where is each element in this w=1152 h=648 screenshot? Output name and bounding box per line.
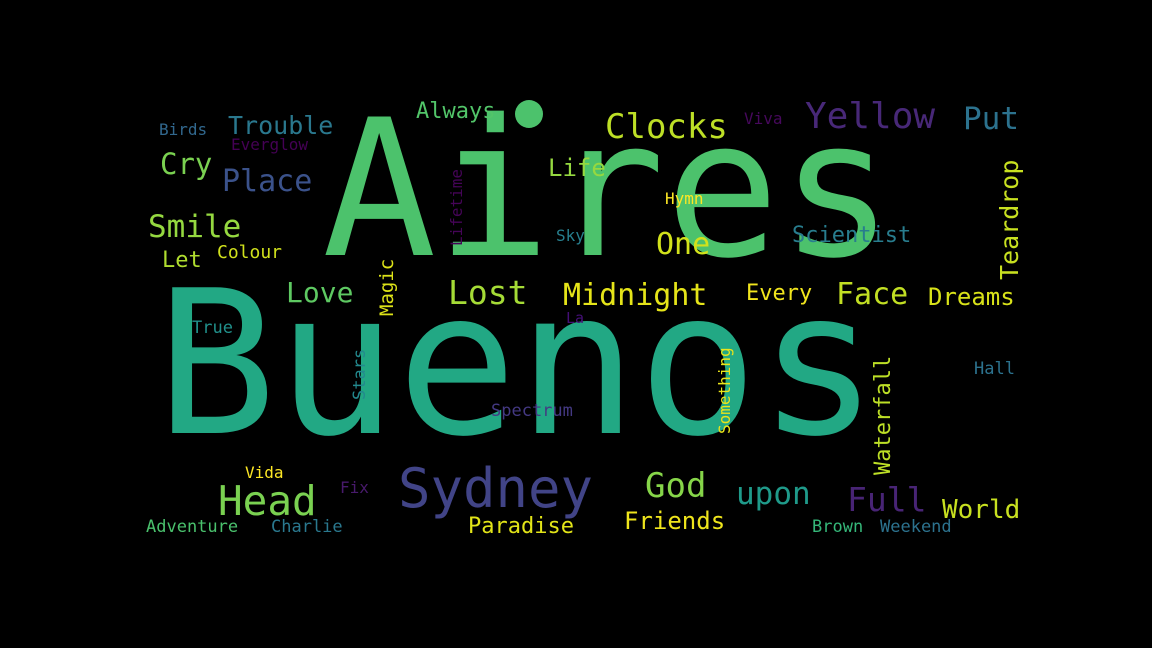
word: Head: [218, 477, 317, 525]
word: Buenos: [156, 248, 879, 481]
word: La: [566, 309, 585, 327]
word: Place: [222, 164, 313, 199]
word: Every: [746, 281, 813, 306]
word: Vida: [245, 463, 284, 482]
word: Colour: [217, 242, 283, 263]
word: One: [656, 227, 711, 262]
word: Full: [847, 480, 927, 519]
dot-mark: [515, 100, 543, 128]
word-vertical: Lifetime: [447, 168, 466, 246]
word-vertical: Magic: [376, 258, 398, 316]
word: Hymn: [665, 189, 704, 208]
word: Weekend: [880, 517, 952, 537]
word: Aires: [322, 79, 894, 300]
word: Charlie: [271, 517, 343, 537]
word: Paradise: [468, 514, 574, 539]
word: Life: [548, 154, 606, 182]
word: Let: [162, 248, 202, 273]
word: Always: [416, 99, 496, 124]
word: Sky: [556, 226, 585, 245]
word: Spectrum: [491, 401, 573, 421]
word-vertical: Teardrop: [995, 159, 1024, 280]
word: Midnight: [563, 278, 708, 313]
word: upon: [736, 476, 811, 512]
word-vertical: Stars: [350, 348, 370, 400]
word: Viva: [744, 109, 783, 128]
word: Adventure: [146, 517, 239, 537]
word: Put: [963, 101, 1019, 137]
word: Clocks: [605, 107, 728, 147]
word: Love: [286, 276, 354, 309]
word: Yellow: [805, 96, 936, 137]
word: Fix: [340, 478, 369, 497]
word: Trouble: [228, 111, 334, 140]
word: Brown: [812, 517, 864, 537]
word: Face: [836, 277, 909, 312]
word: World: [942, 495, 1021, 525]
word: Friends: [624, 507, 726, 535]
word: Everglow: [231, 135, 309, 154]
word: Birds: [159, 120, 208, 139]
word: Scientist: [792, 223, 912, 248]
word-vertical: Something: [715, 347, 734, 434]
word: Dreams: [928, 283, 1015, 311]
word: Lost: [448, 273, 528, 312]
word: True: [192, 318, 233, 338]
word: Smile: [148, 209, 242, 245]
word: Sydney: [398, 457, 594, 520]
word: Cry: [160, 147, 213, 181]
word-vertical: Waterfall: [871, 355, 896, 475]
word: God: [645, 466, 707, 506]
word: Hall: [974, 359, 1015, 379]
